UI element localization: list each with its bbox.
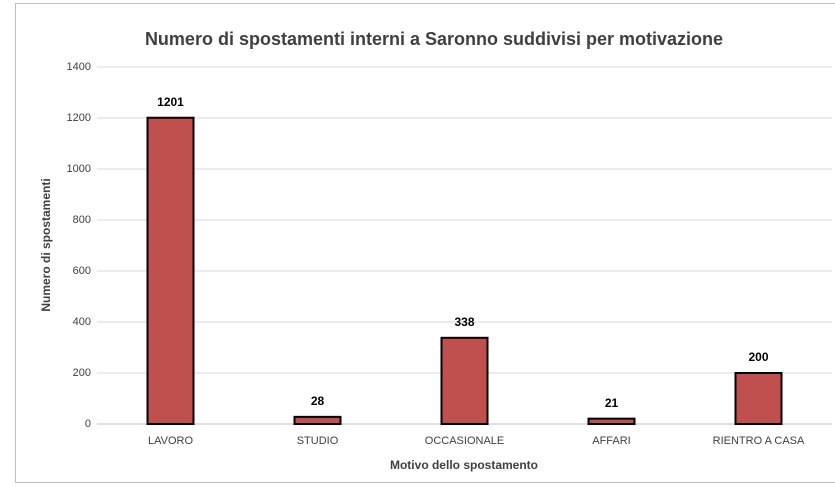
y-tick-label: 600: [73, 265, 91, 277]
bar: [440, 336, 489, 425]
x-tick-label: AFFARI: [592, 435, 631, 447]
y-tick-label: 0: [85, 418, 91, 430]
x-tick-label: LAVORO: [148, 435, 193, 447]
bar: [734, 372, 783, 425]
y-tick-label: 400: [73, 316, 91, 328]
x-tick-label: OCCASIONALE: [425, 435, 504, 447]
bar: [146, 116, 195, 426]
data-label: 21: [605, 396, 619, 410]
y-tick-label: 1000: [67, 163, 91, 175]
y-tick-label: 800: [73, 214, 91, 226]
data-label: 338: [454, 315, 474, 329]
y-tick-label: 1200: [67, 112, 91, 124]
bar: [293, 415, 342, 425]
data-label: 200: [748, 350, 768, 364]
chart-title: Numero di spostamenti interni a Saronno …: [145, 29, 723, 49]
x-tick-label: RIENTRO A CASA: [713, 435, 805, 447]
y-axis-label: Numero di spostamenti: [39, 178, 53, 311]
x-tick-label: STUDIO: [297, 435, 339, 447]
y-tick-label: 200: [73, 367, 91, 379]
y-tick-label: 1400: [67, 61, 91, 73]
data-label: 1201: [157, 95, 184, 109]
x-axis-label: Motivo dello spostamento: [390, 458, 538, 472]
bar: [587, 417, 636, 425]
data-label: 28: [311, 394, 325, 408]
chart-border: [15, 3, 835, 483]
